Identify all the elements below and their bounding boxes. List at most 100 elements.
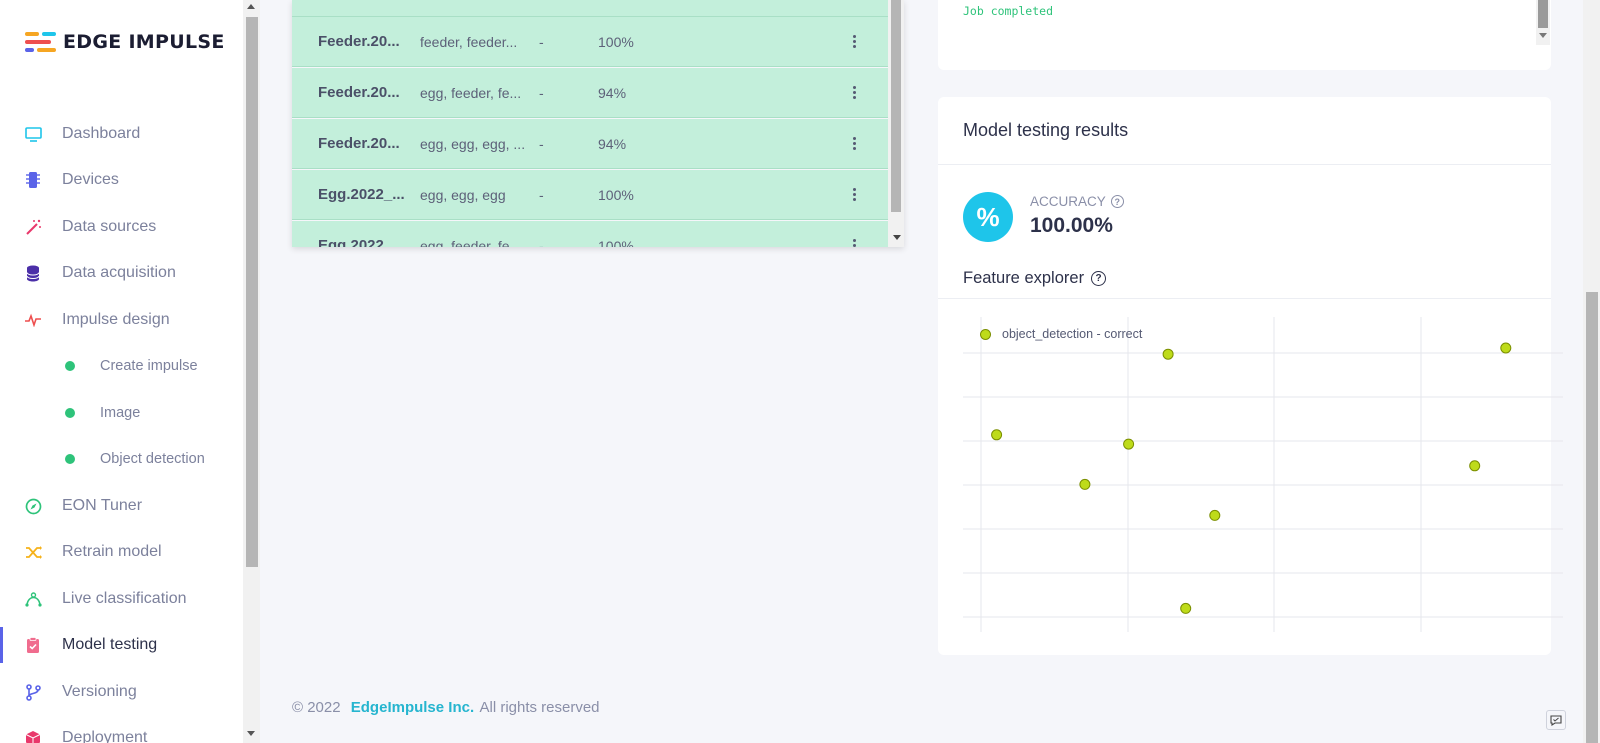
sample-accuracy: 100% [598,33,634,50]
sidebar-item-label: Live classification [62,590,187,607]
more-options-icon[interactable] [847,236,861,247]
sidebar-item-eon-tuner[interactable]: EON Tuner [0,486,243,526]
sidebar-item-label: Versioning [62,683,137,700]
sample-dash: - [539,237,544,248]
sample-labels: egg, egg, egg [420,186,506,203]
scatter-point[interactable] [1469,460,1481,472]
more-options-icon[interactable] [847,134,861,154]
sample-dash: - [539,33,544,50]
more-options-icon[interactable] [847,83,861,103]
table-row[interactable]: Egg.2022_... egg, egg, egg - 100% [292,170,888,220]
sidebar-item-label: Deployment [62,729,148,743]
scroll-down-arrow-icon[interactable] [893,235,901,240]
feedback-button[interactable] [1546,710,1566,730]
chat-icon [1550,714,1562,726]
feature-explorer-label: Feature explorer [963,269,1085,287]
sample-accuracy: 94% [598,84,627,101]
sidebar-item-dashboard[interactable]: Dashboard [0,114,243,154]
scatter-point[interactable] [1162,348,1174,360]
more-options-icon[interactable] [847,32,861,52]
table-row[interactable] [292,0,888,17]
shuffle-icon [24,543,42,561]
help-icon[interactable]: ? [1110,195,1124,208]
pulse-icon [24,311,42,329]
accuracy-label: ACCURACY ? [1030,194,1124,209]
sidebar-item-deployment[interactable]: Deployment [0,718,243,743]
table-row[interactable]: Feeder.20... feeder, feeder... - 100% [292,17,888,67]
scatter-point[interactable] [1079,478,1091,490]
table-scrollbar-thumb[interactable] [891,0,901,212]
compass-icon [24,497,42,515]
table-row[interactable]: Egg.2022_... egg, feeder, fe... - 100% [292,221,888,247]
legend-swatch [980,328,991,340]
rights-text: All rights reserved [479,699,600,716]
bezier-icon [24,590,42,608]
scatter-point[interactable] [1209,509,1221,521]
sidebar-item-label: Impulse design [62,311,170,328]
sidebar-item-label: Object detection [100,451,205,467]
scatter-point[interactable] [1500,342,1512,354]
sidebar-item-retrain-model[interactable]: Retrain model [0,532,243,572]
sidebar-item-label: Image [100,405,141,421]
card-title: Model testing results [963,120,1129,140]
scatter-point[interactable] [1123,438,1135,450]
brand-name: EDGE IMPULSE [63,31,225,53]
sidebar-item-object-detection[interactable]: Object detection [0,439,243,479]
scroll-up-arrow-icon[interactable] [247,4,255,9]
sidebar-item-model-testing[interactable]: Model testing [0,625,243,665]
sidebar-item-impulse-design[interactable]: Impulse design [0,300,243,340]
log-scrollbar-thumb[interactable] [1538,0,1548,28]
sidebar-item-image[interactable]: Image [0,393,243,433]
sample-dash: - [539,186,544,203]
feature-explorer-chart[interactable]: object_detection - correct [963,317,1563,637]
scroll-down-arrow-icon[interactable] [247,731,255,736]
sample-labels: egg, feeder, fe... [420,84,522,101]
divider [938,298,1551,299]
table-row[interactable]: Feeder.20... egg, egg, egg, ... - 94% [292,119,888,169]
scatter-point[interactable] [991,429,1003,441]
company-link[interactable]: EdgeImpulse Inc. [350,699,475,716]
sidebar-item-label: Dashboard [62,125,141,142]
sidebar-item-live-classification[interactable]: Live classification [0,579,243,619]
sidebar-item-data-sources[interactable]: Data sources [0,207,243,247]
legend-label: object_detection - correct [1002,327,1143,341]
job-log-panel: Job completed [938,0,1551,70]
sample-labels: egg, egg, egg, ... [420,135,526,152]
divider [938,164,1551,165]
sidebar-item-data-acquisition[interactable]: Data acquisition [0,253,243,293]
box-icon [24,729,42,743]
sidebar-item-label: Data sources [62,218,157,235]
status-dot-icon [65,361,75,371]
sidebar-item-label: Create impulse [100,358,198,374]
test-results-table: Feeder.20... feeder, feeder... - 100% Fe… [292,0,904,247]
sidebar-item-devices[interactable]: Devices [0,160,243,200]
sample-name: Feeder.20... [318,33,400,50]
sidebar-item-create-impulse[interactable]: Create impulse [0,346,243,386]
scatter-point[interactable] [1180,602,1192,614]
sample-name: Egg.2022_... [318,237,405,247]
sample-name: Feeder.20... [318,84,400,101]
accuracy-value: 100.00% [1030,214,1113,237]
sample-labels: egg, feeder, fe... [420,237,522,248]
sample-name: Egg.2022_... [318,186,405,203]
scatter-plot[interactable] [963,317,1563,637]
help-icon[interactable]: ? [1091,271,1107,286]
page-scrollbar-thumb[interactable] [1586,292,1598,743]
edge-impulse-logo[interactable]: EDGE IMPULSE [25,30,225,54]
sample-dash: - [539,135,544,152]
sidebar-item-versioning[interactable]: Versioning [0,672,243,712]
sample-name: Feeder.20... [318,135,400,152]
table-row[interactable]: Feeder.20... egg, feeder, fe... - 94% [292,68,888,118]
sidebar-scrollbar-thumb[interactable] [246,17,258,567]
chart-legend[interactable]: object_detection - correct [980,327,1142,341]
sample-labels: feeder, feeder... [420,33,518,50]
status-dot-icon [65,408,75,418]
chip-icon [24,171,42,189]
sidebar-item-label: Devices [62,171,119,188]
logo-icon [25,30,57,54]
magic-wand-icon [24,218,42,236]
scroll-down-arrow-icon[interactable] [1539,33,1547,38]
feature-explorer-title: Feature explorer ? [963,269,1107,288]
more-options-icon[interactable] [847,185,861,205]
sidebar-item-label: Data acquisition [62,264,176,281]
